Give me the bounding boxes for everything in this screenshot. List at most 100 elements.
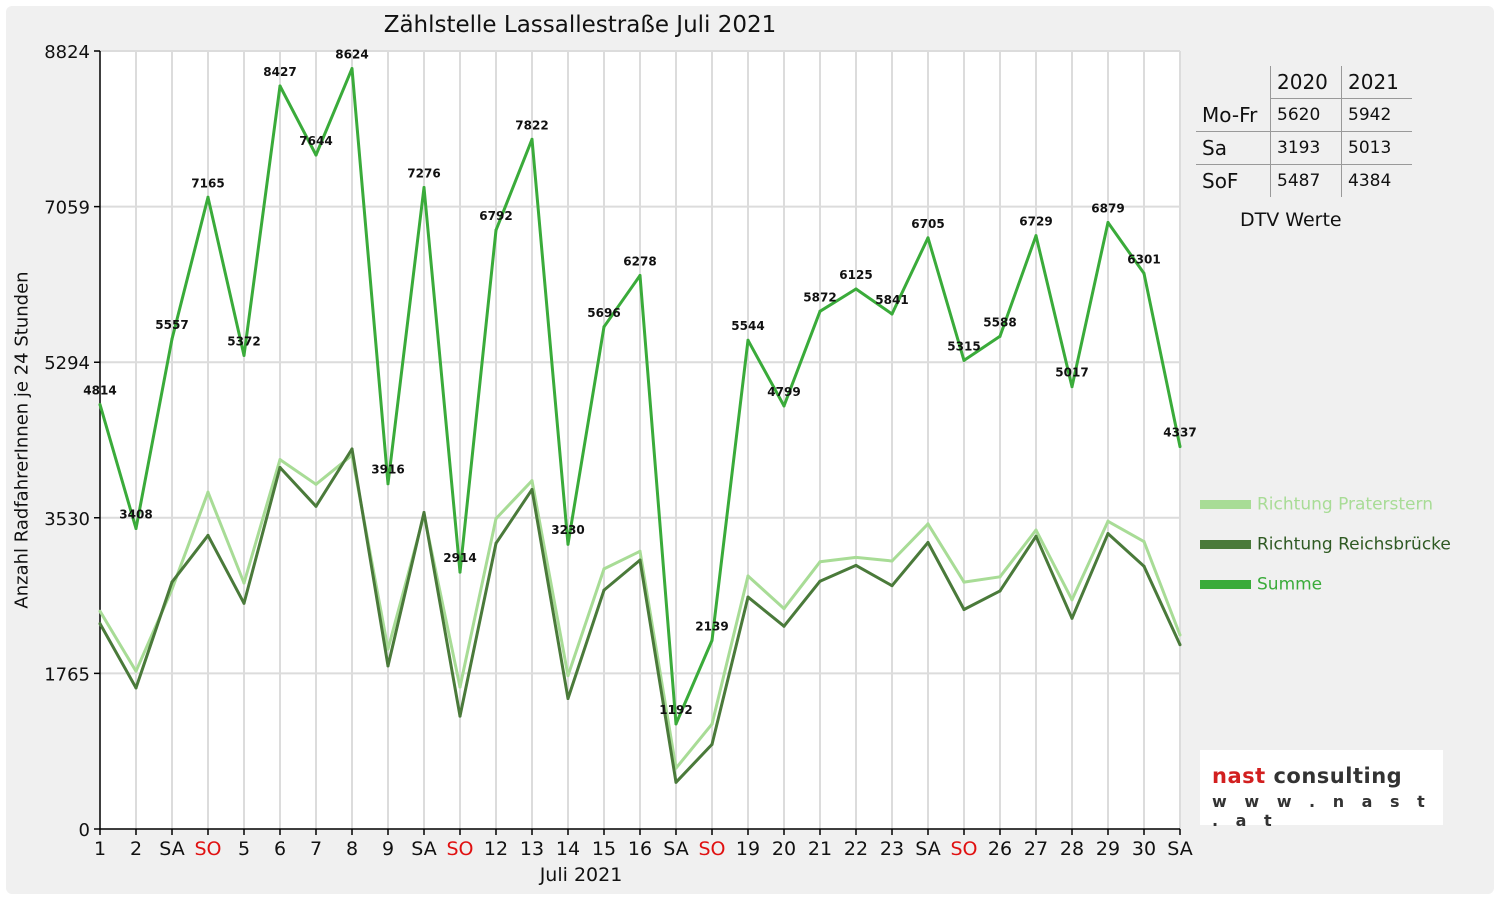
dtv-cell: 4384	[1341, 164, 1412, 197]
data-point	[602, 567, 606, 571]
y-tick-label: 3530	[44, 509, 90, 530]
data-point	[638, 273, 642, 277]
legend-item-summe: Summe	[1200, 574, 1322, 595]
data-label: 6125	[839, 268, 872, 282]
data-point	[530, 137, 534, 141]
logo-part2: consulting	[1273, 764, 1403, 788]
data-point	[638, 558, 642, 562]
data-point	[818, 560, 822, 564]
data-point	[134, 686, 138, 690]
logo-url: w w w . n a s t . a t	[1212, 792, 1431, 830]
data-point	[1178, 643, 1182, 647]
data-point	[1142, 271, 1146, 275]
data-point	[206, 533, 210, 537]
data-point	[854, 555, 858, 559]
dtv-header-empty	[1196, 66, 1271, 99]
y-tick-label: 0	[79, 820, 90, 841]
data-point	[1070, 598, 1074, 602]
legend-swatch	[1200, 540, 1251, 549]
data-point	[602, 588, 606, 592]
dtv-table: 2020 2021 Mo-Fr 5620 5942 Sa 3193 5013 S…	[1196, 66, 1412, 197]
x-tick-label: 15	[592, 838, 616, 860]
x-tick-label: SO	[446, 838, 473, 860]
data-label: 6729	[1019, 215, 1052, 229]
y-tick-label: 7059	[44, 198, 90, 219]
data-point	[674, 780, 678, 784]
dtv-header-2021: 2021	[1341, 66, 1412, 99]
data-point	[674, 722, 678, 726]
data-point	[170, 337, 174, 341]
data-point	[890, 312, 894, 316]
dtv-row-label: Mo-Fr	[1196, 98, 1271, 132]
x-tick-label: 20	[772, 838, 796, 860]
data-point	[962, 358, 966, 362]
data-point	[962, 580, 966, 584]
data-point	[710, 638, 714, 642]
data-point	[314, 153, 318, 157]
data-label: 6879	[1091, 201, 1124, 215]
x-tick-label: SA	[1167, 838, 1192, 860]
data-point	[746, 574, 750, 578]
x-tick-label: 1	[94, 838, 106, 860]
x-tick-label: SO	[950, 838, 977, 860]
x-tick-label: 13	[520, 838, 544, 860]
data-point	[1106, 519, 1110, 523]
data-point	[242, 581, 246, 585]
dtv-row: Mo-Fr 5620 5942	[1196, 98, 1412, 132]
data-point	[206, 490, 210, 494]
x-tick-label: 29	[1096, 838, 1120, 860]
legend-swatch	[1200, 500, 1251, 509]
x-tick-label: SA	[915, 838, 940, 860]
data-point	[530, 479, 534, 483]
x-tick-label: 30	[1132, 838, 1156, 860]
data-point	[1034, 234, 1038, 238]
data-point	[890, 559, 894, 563]
dtv-cell: 5487	[1270, 164, 1342, 197]
data-label: 7822	[515, 118, 548, 132]
x-tick-label: SO	[698, 838, 725, 860]
data-point	[98, 403, 102, 407]
data-point	[638, 549, 642, 553]
data-point	[998, 589, 1002, 593]
data-label: 5315	[947, 339, 980, 353]
data-point	[818, 579, 822, 583]
data-label: 4799	[767, 385, 800, 399]
x-tick-label: SA	[159, 838, 184, 860]
dtv-row-label: SoF	[1202, 168, 1239, 193]
data-point	[1106, 532, 1110, 536]
data-point	[962, 607, 966, 611]
data-label: 3916	[371, 463, 404, 477]
data-point	[422, 510, 426, 514]
dtv-cell: 5942	[1341, 98, 1412, 132]
data-label: 6301	[1127, 252, 1160, 266]
data-point	[458, 570, 462, 574]
data-label: 5841	[875, 293, 908, 307]
data-label: 2914	[443, 551, 476, 565]
data-point	[494, 228, 498, 232]
dtv-caption: DTV Werte	[1240, 209, 1342, 231]
x-tick-label: 26	[988, 838, 1012, 860]
data-point	[386, 482, 390, 486]
data-point	[278, 458, 282, 462]
logo-part1: nast	[1212, 764, 1266, 788]
x-tick-label: 22	[844, 838, 868, 860]
x-tick-label: 19	[736, 838, 760, 860]
data-point	[710, 742, 714, 746]
data-label: 2139	[695, 619, 728, 633]
data-point	[1178, 445, 1182, 449]
data-point	[134, 669, 138, 673]
data-label: 5588	[983, 315, 1016, 329]
y-tick-label: 8824	[44, 42, 90, 63]
data-point	[134, 527, 138, 531]
x-tick-label: 14	[556, 838, 580, 860]
data-point	[926, 236, 930, 240]
data-point	[1142, 564, 1146, 568]
chart-title: Zählstelle Lassallestraße Juli 2021	[383, 12, 777, 38]
data-point	[242, 601, 246, 605]
data-point	[1034, 534, 1038, 538]
x-tick-label: 23	[880, 838, 904, 860]
data-point	[278, 84, 282, 88]
data-point	[998, 334, 1002, 338]
legend-label: Richtung Praterstern	[1257, 494, 1433, 515]
